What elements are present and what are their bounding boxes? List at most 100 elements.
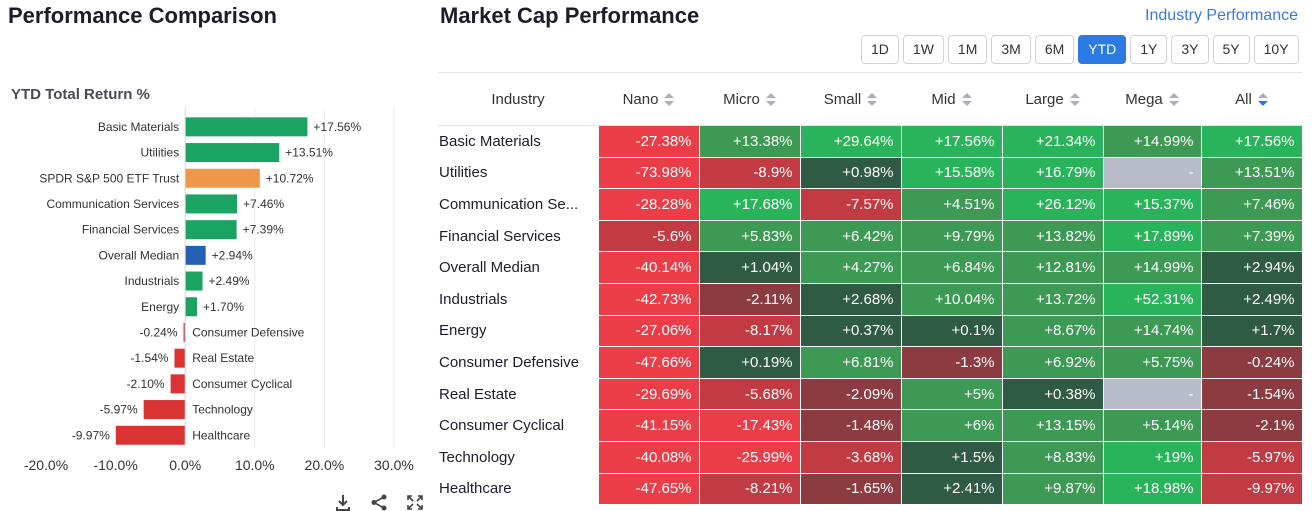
column-header-nano[interactable]: Nano <box>598 72 699 126</box>
column-header-label: All <box>1235 90 1252 108</box>
table-cell: -41.15% <box>597 409 700 442</box>
sort-icon[interactable] <box>1168 92 1179 107</box>
table-cell: +13.15% <box>1001 409 1104 442</box>
column-header-micro[interactable]: Micro <box>699 72 800 126</box>
table-cell: -2.09% <box>799 377 902 411</box>
table-row[interactable]: Basic Materials -27.38% +13.38% +29.64% +17.… <box>438 125 1303 158</box>
period-button-ytd[interactable]: YTD <box>1078 35 1127 64</box>
data-label: -2.10% <box>127 377 165 391</box>
share-icon[interactable] <box>370 494 388 511</box>
period-button-6m[interactable]: 6M <box>1034 35 1075 64</box>
table-cell: -47.66% <box>597 346 700 379</box>
bar <box>174 348 186 368</box>
column-header-all[interactable]: All <box>1201 72 1302 126</box>
table-cell: -17.43% <box>698 409 801 442</box>
category-label: Industrials <box>124 274 179 288</box>
table-cell: +13.51% <box>1200 156 1303 190</box>
industry-performance-link[interactable]: Industry Performance <box>1145 7 1298 24</box>
table-row[interactable]: Technology -40.08% -25.99% -3.68% +1.5% +8.83… <box>438 440 1303 474</box>
data-label: +17.56% <box>313 120 361 134</box>
data-label: +10.72% <box>266 171 314 185</box>
data-label: +13.51% <box>285 146 333 160</box>
period-button-1d[interactable]: 1D <box>861 35 899 64</box>
column-header-small[interactable]: Small <box>800 72 901 126</box>
industry-name[interactable]: Industrials <box>439 290 508 308</box>
bar <box>143 400 186 420</box>
table-cell: -8.17% <box>698 314 801 348</box>
period-button-5y[interactable]: 5Y <box>1212 35 1250 64</box>
table-cell: +17.68% <box>698 188 801 221</box>
column-header-mega[interactable]: Mega <box>1103 72 1201 126</box>
industry-name[interactable]: Real Estate <box>439 385 517 403</box>
column-header-large[interactable]: Large <box>1002 72 1103 126</box>
category-label: Energy <box>141 300 179 314</box>
category-label: Utilities <box>141 146 180 160</box>
table-cell: +18.98% <box>1102 472 1202 506</box>
table-cell: +8.67% <box>1001 314 1104 348</box>
sort-icon[interactable] <box>664 92 675 107</box>
table-row[interactable]: Real Estate -29.69% -5.68% -2.09% +5% +0.38% -… <box>438 377 1303 411</box>
table-row[interactable]: Overall Median -40.14% +1.04% +4.27% +6.84% +… <box>438 251 1303 284</box>
table-row[interactable]: Communication Se... -28.28% +17.68% -7.57% +… <box>438 188 1303 221</box>
table-cell: -2.1% <box>1200 409 1303 442</box>
table-cell: +12.81% <box>1001 251 1104 284</box>
table-cell: +15.37% <box>1102 188 1202 221</box>
column-header-label: Industry <box>491 90 545 108</box>
table-cell: +14.99% <box>1102 125 1202 158</box>
period-button-1m[interactable]: 1M <box>947 35 988 64</box>
industry-name[interactable]: Consumer Cyclical <box>439 417 565 435</box>
table-row[interactable]: Consumer Defensive -47.66% +0.19% +6.81% -1.… <box>438 346 1303 379</box>
industry-name[interactable]: Utilities <box>439 164 488 182</box>
industry-name[interactable]: Overall Median <box>439 259 540 277</box>
sort-icon[interactable] <box>765 92 776 107</box>
x-tick-label: 10.0% <box>235 457 275 473</box>
bar <box>185 194 238 214</box>
expand-icon[interactable] <box>406 494 424 511</box>
sort-icon[interactable] <box>961 92 972 107</box>
industry-name[interactable]: Basic Materials <box>439 133 541 151</box>
table-cell: +29.64% <box>799 125 902 158</box>
bar <box>185 143 280 163</box>
data-label: -0.24% <box>139 325 177 339</box>
column-header-mid[interactable]: Mid <box>901 72 1002 126</box>
table-cell: +4.51% <box>900 188 1003 221</box>
table-row[interactable]: Healthcare -47.65% -8.21% -1.65% +2.41% +9.87… <box>438 472 1303 506</box>
period-button-10y[interactable]: 10Y <box>1253 35 1299 64</box>
industry-name[interactable]: Communication Se... <box>439 195 579 213</box>
sort-icon[interactable] <box>1257 92 1268 107</box>
table-row[interactable]: Industrials -42.73% -2.11% +2.68% +10.04% +13… <box>438 282 1303 316</box>
data-label: +2.49% <box>209 274 250 288</box>
sort-icon[interactable] <box>867 92 878 107</box>
table-row[interactable]: Consumer Cyclical -41.15% -17.43% -1.48% +6%… <box>438 409 1303 442</box>
data-label: -1.54% <box>130 351 168 365</box>
period-button-1w[interactable]: 1W <box>902 35 944 64</box>
table-row[interactable]: Energy -27.06% -8.17% +0.37% +0.1% +8.67% +14.… <box>438 314 1303 348</box>
column-header-label: Micro <box>723 90 760 108</box>
table-cell: +15.58% <box>900 156 1003 190</box>
industry-name[interactable]: Energy <box>439 322 487 340</box>
market-cap-table: Industry Nano Micro Small Mid Large Mega All Ba… <box>438 72 1303 506</box>
table-row[interactable]: Financial Services -5.6% +5.83% +6.42% +9.79… <box>438 219 1303 253</box>
bar <box>185 297 198 317</box>
column-header-label: Large <box>1025 90 1064 108</box>
download-icon[interactable] <box>334 494 352 511</box>
period-button-1y[interactable]: 1Y <box>1130 35 1168 64</box>
table-row[interactable]: Utilities -73.98% -8.9% +0.98% +15.58% +16.79… <box>438 156 1303 190</box>
table-cell: +19% <box>1102 440 1202 474</box>
industry-name[interactable]: Healthcare <box>439 480 512 498</box>
table-cell: +5.75% <box>1102 346 1202 379</box>
sort-icon[interactable] <box>1069 92 1080 107</box>
table-cell: -1.54% <box>1200 377 1303 411</box>
table-cell: - <box>1102 156 1202 190</box>
industry-name[interactable]: Consumer Defensive <box>439 353 580 371</box>
industry-name[interactable]: Financial Services <box>439 227 561 245</box>
category-label: Financial Services <box>82 223 179 237</box>
industry-name[interactable]: Technology <box>439 448 515 466</box>
table-cell: +6.84% <box>900 251 1003 284</box>
period-button-3y[interactable]: 3Y <box>1171 35 1209 64</box>
table-cell: +10.04% <box>900 282 1003 316</box>
table-cell: +7.46% <box>1200 188 1303 221</box>
ytd-return-bar-chart: Basic Materials +17.56% Utilities +13.51% SP… <box>24 108 414 473</box>
period-button-3m[interactable]: 3M <box>991 35 1031 64</box>
table-cell: - <box>1102 377 1202 411</box>
